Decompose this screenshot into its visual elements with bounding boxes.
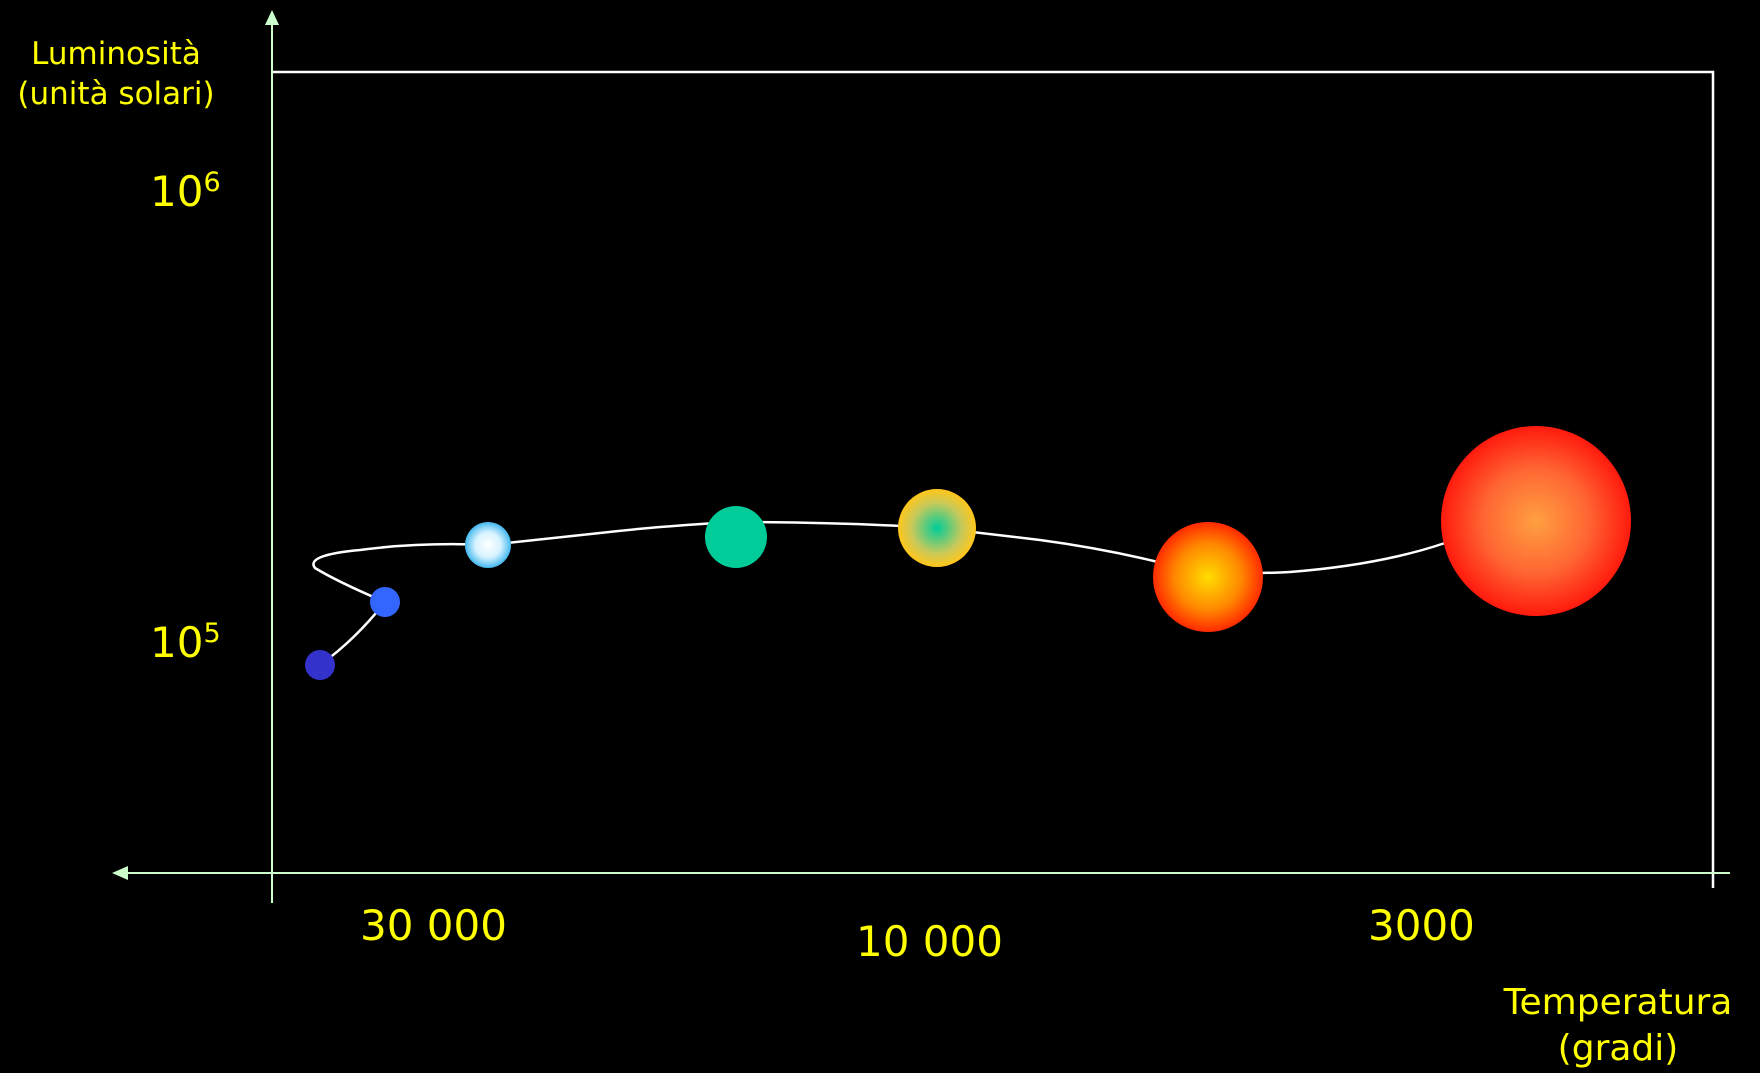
- x-tick-label-3000: 3000: [1368, 901, 1475, 950]
- y-axis-arrow: [265, 10, 279, 25]
- y-tick-exponent: 6: [203, 167, 221, 198]
- x-axis-title: Temperatura (gradi): [1480, 980, 1756, 1072]
- yellow-star: [898, 489, 976, 567]
- blue-star: [370, 587, 400, 617]
- y-tick-label-high: 106: [150, 168, 221, 216]
- plot-frame: [272, 70, 1715, 888]
- x-tick-label-30000: 30 000: [360, 901, 507, 950]
- x-tick-label-10000: 10 000: [856, 917, 1003, 966]
- x-axis-arrow: [112, 866, 128, 880]
- teal-star: [705, 506, 767, 568]
- dark-blue-star: [305, 650, 335, 680]
- y-axis-title-line1: Luminosità: [31, 36, 201, 72]
- y-axis-title-line2: (unità solari): [17, 76, 215, 112]
- x-axis-title-line1: Temperatura: [1503, 982, 1733, 1023]
- blue-white-star: [465, 522, 511, 568]
- red-supergiant-star: [1441, 426, 1631, 616]
- x-axis-title-line2: (gradi): [1557, 1028, 1679, 1069]
- y-tick-label-low: 105: [150, 619, 221, 667]
- y-tick-exponent: 5: [203, 618, 221, 649]
- y-axis-title: Luminosità (unità solari): [0, 34, 232, 114]
- y-tick-base: 10: [150, 167, 204, 216]
- orange-star: [1153, 522, 1263, 632]
- y-tick-base: 10: [150, 618, 204, 667]
